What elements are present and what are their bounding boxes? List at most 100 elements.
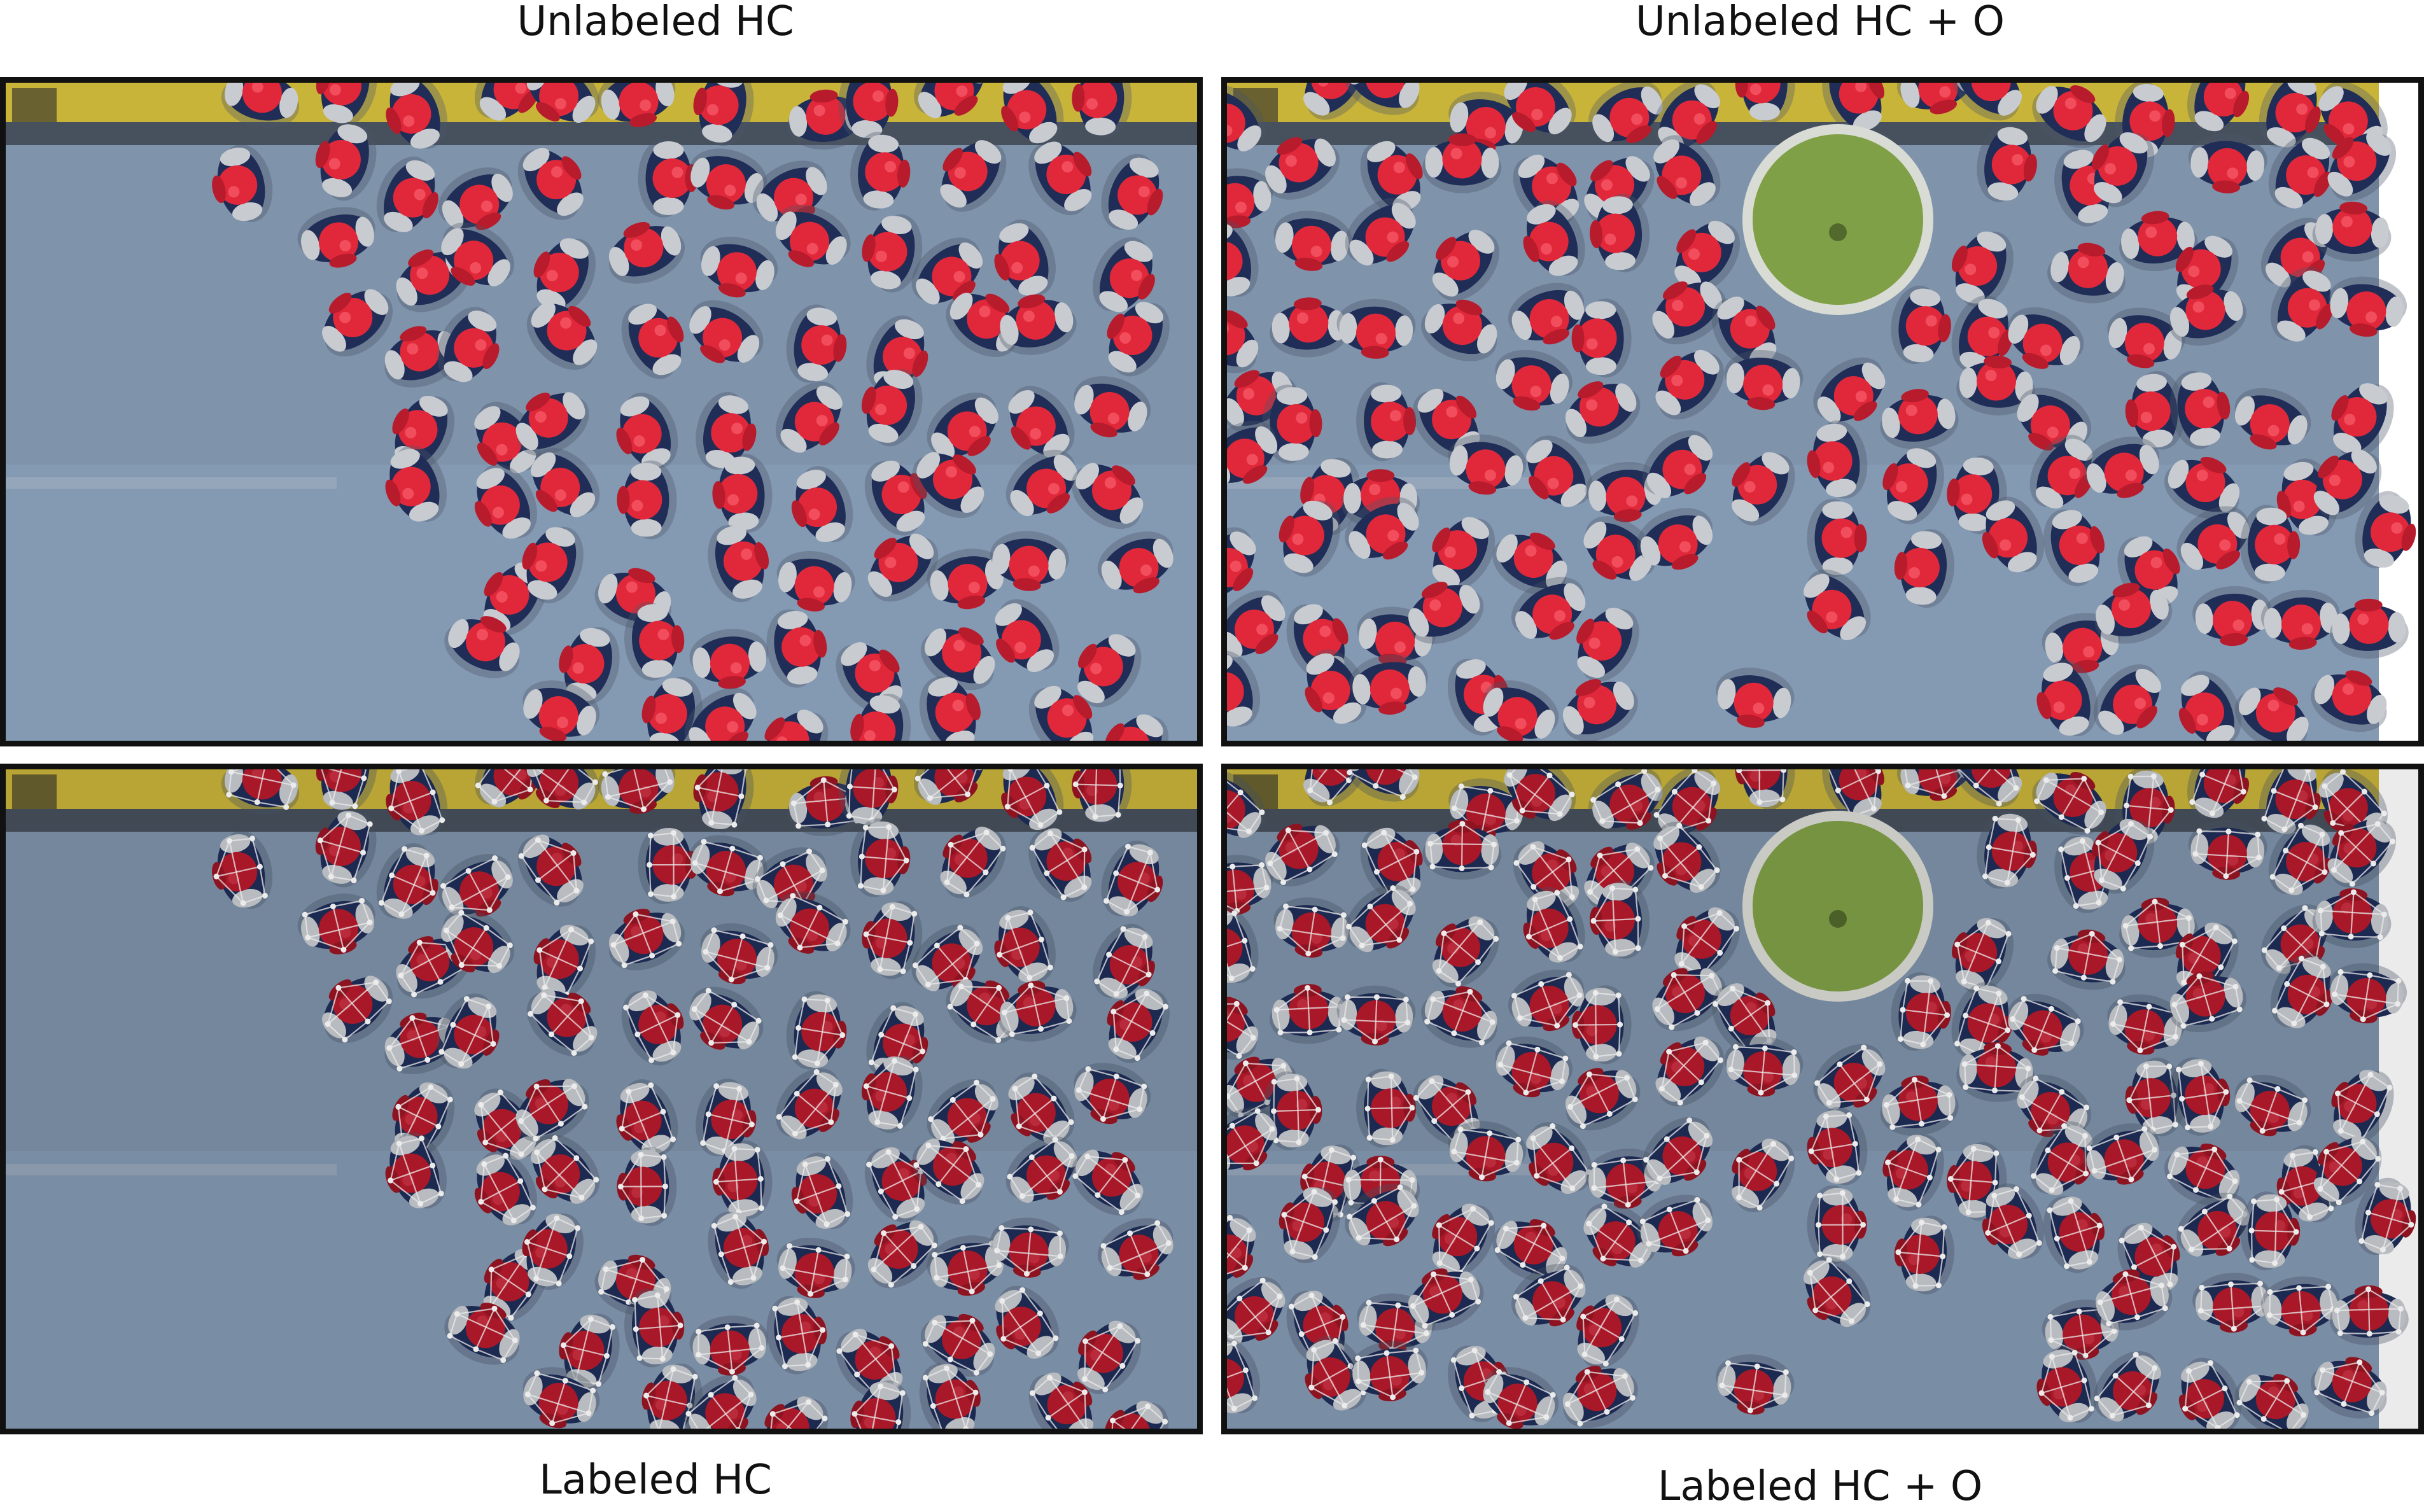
keypoint [1885,1159,1891,1166]
person [2169,284,2246,346]
person [2328,276,2407,337]
keypoint [483,925,489,931]
keypoint [1954,1040,1960,1047]
keypoint [2298,822,2304,829]
keypoint [2067,1415,2073,1421]
keypoint [512,1337,518,1343]
person [2032,85,2106,148]
keypoint [2336,1200,2342,1206]
keypoint [2296,1285,2302,1291]
keypoint [2098,877,2105,883]
person [559,1313,620,1392]
person [1071,463,1144,529]
keypoint [1117,1323,1123,1329]
keypoint [928,1116,934,1123]
keypoint [846,813,852,819]
keypoint [2174,1151,2180,1158]
keypoint [643,1392,650,1399]
keypoint [807,1291,813,1297]
keypoint [1233,1000,1240,1007]
keypoint [2172,1033,2178,1040]
keypoint [2064,1263,2070,1270]
keypoint [1263,885,1270,891]
keypoint [2249,1257,2255,1263]
keypoint [1242,937,1248,944]
keypoint [790,893,796,899]
keypoint [694,784,701,790]
keypoint [1094,978,1100,984]
person [1562,1366,1638,1428]
keypoint [2338,830,2344,836]
keypoint [2350,889,2357,895]
person [1227,997,1259,1060]
keypoint [1431,1271,1437,1278]
keypoint [430,789,436,795]
keypoint [2126,1097,2133,1103]
keypoint [2171,1243,2177,1250]
keypoint [1047,830,1053,837]
keypoint [1271,1079,1277,1085]
keypoint [648,1082,654,1088]
keypoint [851,1411,858,1417]
person [316,83,377,127]
keypoint [795,1025,802,1031]
keypoint [1513,1294,1519,1300]
person [1508,969,1585,1032]
keypoint [373,979,379,986]
keypoint [1849,1318,1855,1324]
keypoint [2049,1187,2055,1193]
keypoint [660,1109,666,1115]
person [384,1012,461,1074]
keypoint [1683,1248,1689,1254]
keypoint [903,857,909,864]
keypoint [562,1378,568,1384]
keypoint [1686,1117,1693,1124]
person [867,533,939,602]
keypoint [388,805,395,811]
keypoint [2250,1198,2257,1205]
keypoint [836,1183,842,1189]
keypoint [995,1037,1002,1043]
keypoint [1044,870,1050,876]
keypoint [1082,1338,1088,1345]
keypoint [1653,811,1660,818]
keypoint [820,777,827,783]
keypoint [1227,1215,1233,1221]
keypoint [450,1021,456,1028]
keypoint [2178,1226,2184,1232]
keypoint [713,1083,720,1089]
keypoint [823,1221,830,1228]
person [1977,810,2037,889]
person [1571,985,1632,1065]
keypoint [969,1317,976,1324]
keypoint [1519,808,1525,814]
person [1408,582,1484,644]
keypoint [1147,850,1153,856]
keypoint [518,853,524,859]
keypoint [998,1225,1005,1231]
keypoint [1228,976,1235,982]
keypoint [447,1333,453,1339]
keypoint [2073,903,2079,909]
keypoint [787,1243,793,1249]
person [297,207,375,268]
person [297,893,375,955]
person [1273,897,1352,958]
keypoint [1586,1071,1592,1077]
keypoint [1970,1145,1977,1152]
keypoint [638,1215,645,1222]
keypoint [1124,843,1131,850]
keypoint [1254,1108,1261,1114]
keypoint [1637,820,1643,826]
keypoint [969,1288,975,1294]
keypoint [2366,1331,2372,1337]
keypoint [731,822,738,828]
person [1589,193,1650,272]
keypoint [1001,1009,1007,1016]
keypoint [1347,1214,1353,1220]
keypoint [1100,1116,1106,1122]
keypoint [1307,1029,1313,1035]
keypoint [1471,1347,1478,1354]
keypoint [361,775,367,781]
keypoint [1004,804,1011,810]
